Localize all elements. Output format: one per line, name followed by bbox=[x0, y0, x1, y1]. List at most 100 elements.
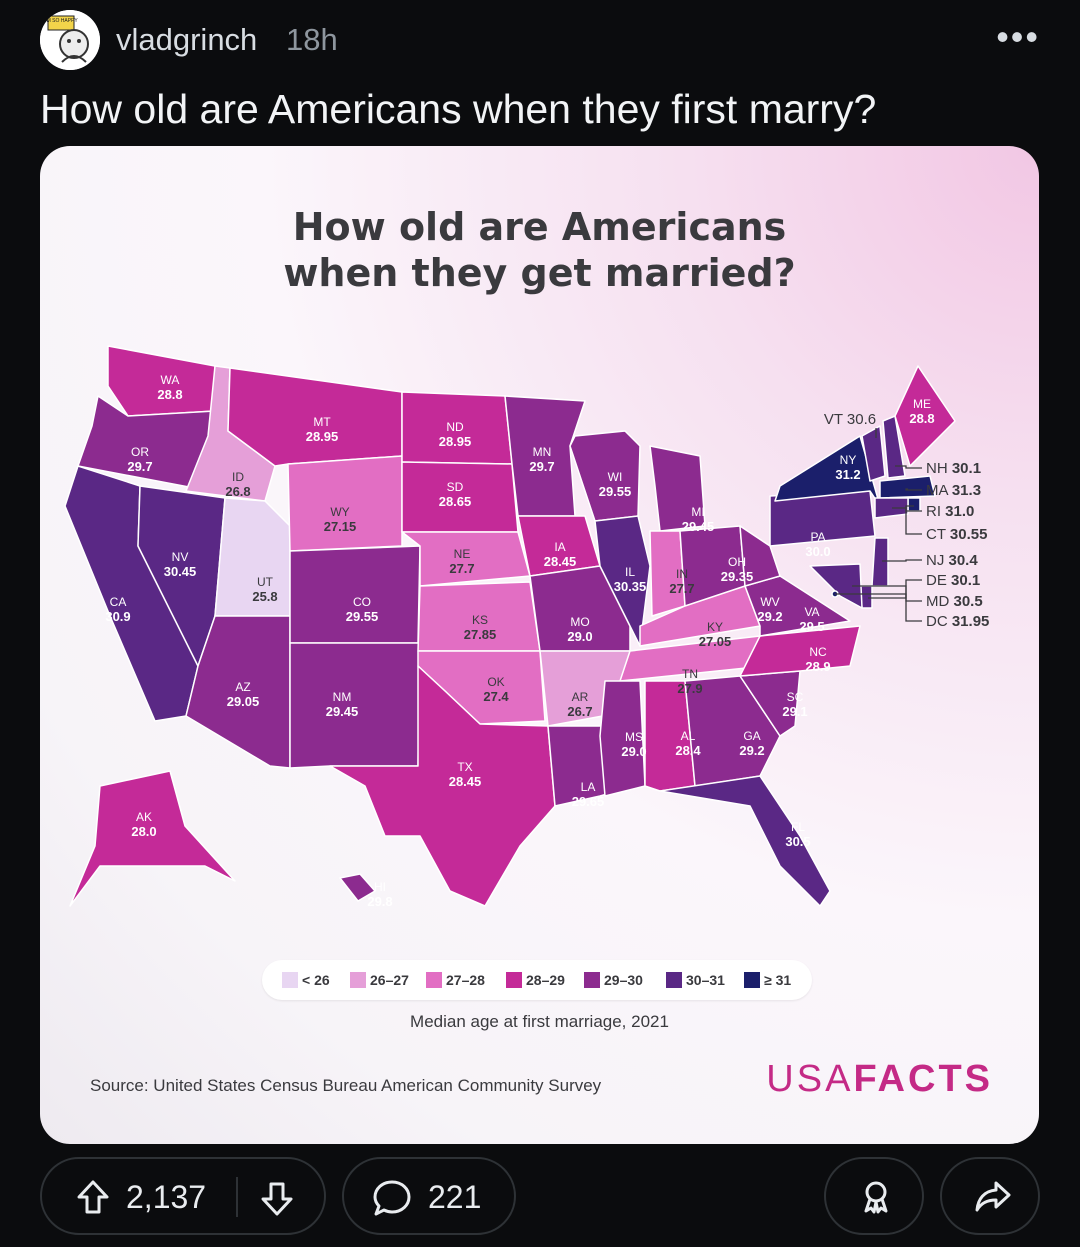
state-value-ar: 26.7 bbox=[567, 704, 592, 719]
legend-swatch bbox=[584, 972, 600, 988]
chart-title: How old are Americans when they get marr… bbox=[40, 204, 1039, 296]
state-label-wa: WA bbox=[161, 373, 180, 387]
state-value-co: 29.55 bbox=[346, 609, 379, 624]
arrow-up-icon[interactable] bbox=[76, 1179, 110, 1220]
state-value-nd: 28.95 bbox=[439, 434, 472, 449]
state-value-oh: 29.35 bbox=[721, 569, 754, 584]
legend-label: 30–31 bbox=[686, 972, 725, 988]
legend-swatch bbox=[744, 972, 760, 988]
state-label-ks: KS bbox=[472, 613, 488, 627]
state-value-id: 26.8 bbox=[225, 484, 250, 499]
state-value-pa: 30.0 bbox=[805, 544, 830, 559]
state-label-dc: DC 31.95 bbox=[926, 613, 989, 630]
state-label-oh: OH bbox=[728, 555, 746, 569]
state-value-mt: 28.95 bbox=[306, 429, 339, 444]
state-ak bbox=[69, 770, 236, 907]
state-value-ut: 25.8 bbox=[252, 589, 277, 604]
state-ga bbox=[684, 675, 781, 787]
state-label-ct: CT 30.55 bbox=[926, 526, 987, 543]
state-label-nj: NJ 30.4 bbox=[926, 552, 978, 569]
award-button[interactable] bbox=[824, 1157, 924, 1235]
state-value-tx: 28.45 bbox=[449, 774, 482, 789]
legend-item: 28–29 bbox=[506, 972, 565, 988]
state-label-mt: MT bbox=[313, 415, 331, 429]
logo-light: USA bbox=[766, 1058, 854, 1100]
award-ribbon-icon bbox=[858, 1179, 894, 1220]
legend-label: 29–30 bbox=[604, 972, 643, 988]
state-fl bbox=[659, 775, 831, 907]
state-md bbox=[809, 563, 863, 609]
state-value-in: 27.7 bbox=[669, 581, 694, 596]
comment-count: 221 bbox=[428, 1179, 482, 1215]
share-button[interactable] bbox=[940, 1157, 1040, 1235]
state-value-wv: 29.2 bbox=[757, 609, 782, 624]
state-ne bbox=[401, 531, 531, 587]
state-label-mi: MI bbox=[691, 505, 704, 519]
avatar-text: I'M SO HAPPY bbox=[44, 18, 78, 24]
vote-bar: 2,137 bbox=[40, 1157, 326, 1235]
state-label-nv: NV bbox=[172, 550, 189, 564]
state-wi bbox=[569, 430, 641, 522]
state-label-il: IL bbox=[625, 565, 635, 579]
state-value-mn: 29.7 bbox=[529, 459, 554, 474]
state-value-nv: 30.45 bbox=[164, 564, 197, 579]
state-label-az: AZ bbox=[235, 680, 250, 694]
state-label-de: DE 30.1 bbox=[926, 572, 980, 589]
state-value-me: 28.8 bbox=[909, 411, 934, 426]
state-label-nh: NH 30.1 bbox=[926, 460, 981, 477]
chart-image[interactable]: How old are Americans when they get marr… bbox=[40, 146, 1039, 1144]
post-title[interactable]: How old are Americans when they first ma… bbox=[40, 86, 877, 132]
state-value-hi: 29.8 bbox=[367, 894, 392, 909]
leader-nj bbox=[882, 559, 922, 562]
state-value-nc: 28.9 bbox=[805, 659, 830, 674]
avatar[interactable]: I'M SO HAPPY bbox=[40, 10, 100, 70]
legend-item: 29–30 bbox=[584, 972, 643, 988]
legend-swatch bbox=[426, 972, 442, 988]
state-label-la: LA bbox=[581, 780, 596, 794]
legend-item: 27–28 bbox=[426, 972, 485, 988]
state-value-fl: 30.5 bbox=[785, 834, 810, 849]
state-value-tn: 27.9 bbox=[677, 681, 702, 696]
avatar-icon: I'M SO HAPPY bbox=[40, 10, 100, 70]
arrow-down-icon[interactable] bbox=[260, 1181, 294, 1222]
post-age: 18h bbox=[286, 22, 338, 57]
state-label-co: CO bbox=[353, 595, 371, 609]
state-label-in: IN bbox=[676, 567, 688, 581]
state-label-sd: SD bbox=[447, 480, 464, 494]
more-options-icon[interactable]: ••• bbox=[996, 16, 1040, 57]
chart-subtitle: Median age at first marriage, 2021 bbox=[410, 1012, 669, 1031]
state-value-ny: 31.2 bbox=[835, 467, 860, 482]
state-me bbox=[894, 365, 956, 467]
usafacts-logo: USAFACTS bbox=[766, 1058, 993, 1101]
state-label-mn: MN bbox=[533, 445, 552, 459]
legend-item: 26–27 bbox=[350, 972, 409, 988]
legend-swatch bbox=[350, 972, 366, 988]
state-label-or: OR bbox=[131, 445, 149, 459]
state-label-ne: NE bbox=[454, 547, 471, 561]
vote-divider bbox=[236, 1177, 238, 1217]
state-label-sc: SC bbox=[787, 690, 804, 704]
state-value-ak: 28.0 bbox=[131, 824, 156, 839]
state-ct bbox=[874, 497, 909, 519]
state-label-md: MD 30.5 bbox=[926, 593, 983, 610]
state-value-sd: 28.65 bbox=[439, 494, 472, 509]
leader-nh bbox=[895, 465, 922, 469]
state-label-ca: CA bbox=[110, 595, 127, 609]
author-name[interactable]: vladgrinch bbox=[116, 22, 258, 57]
us-map: WA28.8OR29.7CA30.9ID26.8NV30.45UT25.8AZ2… bbox=[64, 345, 989, 909]
legend-swatch bbox=[666, 972, 682, 988]
state-value-al: 28.4 bbox=[675, 743, 701, 758]
comment-button[interactable]: 221 bbox=[342, 1157, 516, 1235]
state-label-nc: NC bbox=[809, 645, 827, 659]
state-wv bbox=[739, 525, 781, 587]
state-label-hi: HI bbox=[374, 880, 386, 894]
state-nc bbox=[739, 625, 861, 677]
state-value-or: 29.7 bbox=[127, 459, 152, 474]
state-label-wy: WY bbox=[330, 505, 349, 519]
upvote-count: 2,137 bbox=[126, 1179, 207, 1215]
state-label-me: ME bbox=[913, 397, 931, 411]
state-wy bbox=[287, 455, 403, 552]
state-label-ny: NY bbox=[840, 453, 857, 467]
state-label-pa: PA bbox=[810, 530, 825, 544]
legend: < 26 26–27 27–28 28–29 29–30 30–31 ≥ 31 bbox=[262, 960, 812, 1000]
